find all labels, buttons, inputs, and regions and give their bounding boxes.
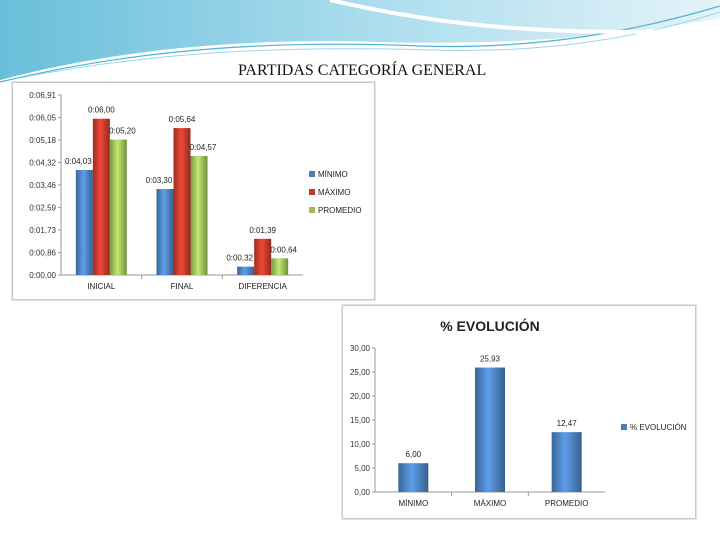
data-label: 0:05,64 [169,115,196,124]
y-tick-label: 0:00,86 [29,249,56,258]
y-tick-label: 20,00 [350,392,371,401]
header-wave-white [329,0,720,34]
data-label: 0:01,39 [249,226,276,235]
bar [190,155,208,275]
data-label: 12,47 [557,419,578,428]
bar [156,189,174,275]
legend-label: % EVOLUCIÓN [630,423,687,432]
bar [92,118,110,275]
bar [551,432,582,492]
y-tick-label: 0:06,91 [29,91,56,100]
data-label: 0:04,03 [65,157,92,166]
data-label: 0:04,57 [190,143,217,152]
page-title: PARTIDAS CATEGORÍA GENERAL [238,62,487,79]
data-label: 0:03,30 [146,176,173,185]
legend-swatch [309,207,315,213]
legend-label: PROMEDIO [318,206,362,215]
data-label: 0:00,64 [270,245,297,254]
chart-title: % EVOLUCIÓN [440,317,540,334]
x-category-label: INICIAL [87,282,116,291]
bar [75,170,93,275]
slide-header-decoration [0,0,720,83]
y-tick-label: 0:03,46 [29,181,56,190]
data-label: 0:05,20 [109,127,136,136]
header-wave-line [0,5,720,83]
bar [254,238,272,275]
data-label: 0:00,32 [226,254,253,263]
legend-swatch [621,424,627,430]
data-label: 0:06,00 [88,106,115,115]
x-category-label: MÍNIMO [398,499,428,508]
data-label: 25,93 [480,355,501,364]
data-label: 6,00 [406,450,422,459]
bar [398,463,429,492]
y-tick-label: 10,00 [350,440,371,449]
legend-label: MÍNIMO [318,170,348,179]
y-tick-label: 0:05,18 [29,136,56,145]
y-tick-label: 30,00 [350,344,371,353]
bar [475,367,505,492]
x-category-label: PROMEDIO [545,499,589,508]
chart-partidas: 0:00,00 0:00,86 0:01,73 0:02,59 0:03,46 0:04,… [29,91,362,291]
x-category-label: MÁXIMO [474,499,506,508]
bar [109,139,127,275]
chart-evolucion: % EVOLUCIÓN 0,00 5,00 10,00 15,00 20,00 25,00 3… [350,317,687,508]
y-tick-label: 0:04,32 [29,158,56,167]
y-tick-label: 25,00 [350,368,371,377]
x-category-label: FINAL [171,282,194,291]
y-tick-label: 0:02,59 [29,204,56,213]
bar [237,266,255,275]
y-tick-label: 15,00 [350,416,371,425]
y-tick-label: 0:06,05 [29,113,56,122]
legend-label: MÁXIMO [318,188,350,197]
bar [271,258,289,275]
y-tick-label: 5,00 [354,464,370,473]
x-category-label: DIFERENCIA [238,282,287,291]
legend-swatch [309,171,315,177]
bar [173,128,191,275]
chart-partidas-panel: 0:00,00 0:00,86 0:01,73 0:02,59 0:03,46 0:04,… [12,82,375,300]
header-wave-fill [0,0,720,80]
y-tick-label: 0:01,73 [29,226,56,235]
y-tick-label: 0,00 [354,488,370,497]
legend-swatch [309,189,315,195]
chart-evolucion-panel: % EVOLUCIÓN 0,00 5,00 10,00 15,00 20,00 25,00 3… [342,305,696,519]
y-tick-label: 0:00,00 [29,271,56,280]
